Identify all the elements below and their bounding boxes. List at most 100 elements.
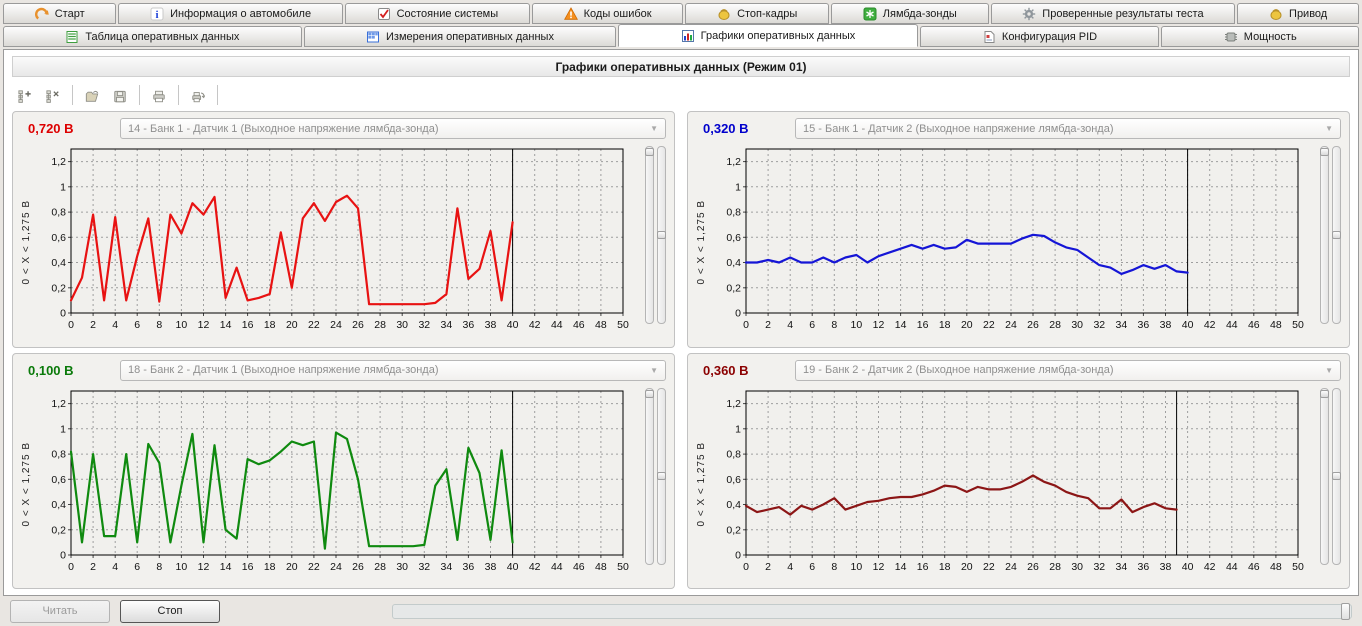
tab-freeze-frames[interactable]: Стоп-кадры bbox=[685, 3, 830, 24]
tab-system-status[interactable]: Состояние системы bbox=[344, 3, 530, 24]
svg-text:1: 1 bbox=[60, 423, 66, 435]
y-scroll-slider-thumb[interactable] bbox=[1332, 230, 1341, 239]
svg-text:0: 0 bbox=[735, 549, 741, 561]
svg-text:18: 18 bbox=[939, 561, 951, 573]
pid-selector[interactable]: 15 - Банк 1 - Датчик 2 (Выходное напряже… bbox=[795, 118, 1341, 139]
print-preview-button[interactable] bbox=[185, 83, 211, 107]
svg-text:34: 34 bbox=[1116, 561, 1128, 573]
svg-text:0,2: 0,2 bbox=[51, 282, 66, 294]
svg-text:44: 44 bbox=[1226, 561, 1238, 573]
y-scroll-slider[interactable] bbox=[1332, 387, 1341, 565]
tab-live-data-graphs[interactable]: Графики оперативных данных bbox=[618, 24, 918, 47]
svg-text:48: 48 bbox=[595, 319, 607, 331]
print-button[interactable] bbox=[146, 83, 172, 107]
svg-text:0,4: 0,4 bbox=[51, 257, 66, 269]
tab-vehicle-info[interactable]: i Информация о автомобиле bbox=[118, 3, 343, 24]
tab-pid-configuration[interactable]: Конфигурация PID bbox=[919, 26, 1160, 47]
y-zoom-slider[interactable] bbox=[1320, 387, 1329, 565]
y-zoom-slider-thumb[interactable] bbox=[645, 148, 654, 156]
stop-button[interactable]: Стоп bbox=[120, 599, 220, 623]
svg-text:22: 22 bbox=[308, 561, 320, 573]
pid-selector[interactable]: 19 - Банк 2 - Датчик 2 (Выходное напряже… bbox=[795, 359, 1341, 381]
svg-text:26: 26 bbox=[352, 319, 364, 331]
pid-selector[interactable]: 14 - Банк 1 - Датчик 1 (Выходное напряже… bbox=[120, 118, 666, 139]
y-scroll-slider[interactable] bbox=[1332, 146, 1341, 324]
measurements-icon bbox=[366, 30, 380, 44]
svg-text:34: 34 bbox=[441, 319, 453, 331]
tab-start[interactable]: Старт bbox=[3, 3, 117, 24]
tab-error-codes[interactable]: Коды ошибок bbox=[531, 3, 684, 24]
tab-power[interactable]: Мощность bbox=[1161, 26, 1360, 47]
svg-text:0,2: 0,2 bbox=[51, 524, 66, 536]
tab-live-data-measurements[interactable]: Измерения оперативных данных bbox=[303, 26, 617, 47]
remove-graph-button[interactable] bbox=[40, 83, 66, 107]
svg-text:50: 50 bbox=[1292, 561, 1304, 573]
svg-text:1: 1 bbox=[60, 181, 66, 193]
timeline-scrollbar-thumb[interactable] bbox=[1341, 602, 1350, 620]
y-scroll-slider[interactable] bbox=[657, 387, 666, 565]
tab-bar-primary: Старт i Информация о автомобиле Состояние с… bbox=[0, 0, 1362, 24]
chart-body: 0 < X < 1,275 В 0 2 4 6 8 10 12 14 16 18 20 22 24 26 28… bbox=[693, 142, 1344, 344]
tab-actuator-drive[interactable]: Привод bbox=[1237, 3, 1359, 24]
save-icon bbox=[113, 88, 127, 103]
charts-grid: 0,720 В 14 - Банк 1 - Датчик 1 (Выходное … bbox=[4, 109, 1358, 595]
vehicle-info-icon: i bbox=[150, 7, 164, 21]
svg-text:22: 22 bbox=[983, 319, 995, 331]
svg-text:1,2: 1,2 bbox=[726, 156, 741, 168]
svg-text:28: 28 bbox=[374, 561, 386, 573]
save-button[interactable] bbox=[107, 83, 133, 107]
chart-plot: 0 2 4 6 8 10 12 14 16 18 20 22 24 26 28 30 32 34 36 38 40 42 4… bbox=[726, 148, 1304, 331]
y-zoom-slider[interactable] bbox=[645, 146, 654, 324]
svg-text:28: 28 bbox=[1049, 319, 1061, 331]
y-zoom-slider-thumb[interactable] bbox=[1320, 389, 1329, 398]
tab-live-data-table[interactable]: Таблица оперативных данных bbox=[3, 26, 302, 47]
svg-text:50: 50 bbox=[617, 319, 629, 331]
y-zoom-slider[interactable] bbox=[645, 387, 654, 565]
plot-sliders bbox=[1314, 142, 1344, 344]
y-scroll-slider-thumb[interactable] bbox=[657, 230, 666, 239]
pid-selector[interactable]: 18 - Банк 2 - Датчик 1 (Выходное напряже… bbox=[120, 359, 666, 381]
y-scroll-slider[interactable] bbox=[657, 146, 666, 324]
y-scroll-slider-thumb[interactable] bbox=[657, 472, 666, 481]
tab-live-data-graphs-label: Графики оперативных данных bbox=[700, 29, 856, 42]
svg-text:22: 22 bbox=[983, 561, 995, 573]
tab-test-results[interactable]: Проверенные результаты теста bbox=[990, 3, 1236, 24]
svg-text:0,8: 0,8 bbox=[51, 207, 66, 219]
svg-text:12: 12 bbox=[873, 561, 885, 573]
open-button[interactable] bbox=[79, 83, 105, 107]
y-zoom-slider-thumb[interactable] bbox=[1320, 148, 1329, 156]
tab-error-codes-label: Коды ошибок bbox=[583, 7, 652, 20]
tab-test-results-label: Проверенные результаты теста bbox=[1042, 7, 1204, 20]
svg-text:0,8: 0,8 bbox=[51, 448, 66, 460]
svg-text:6: 6 bbox=[809, 561, 815, 573]
tab-power-label: Мощность bbox=[1243, 30, 1297, 43]
svg-text:0: 0 bbox=[735, 308, 741, 320]
read-button[interactable]: Читать bbox=[10, 599, 110, 623]
y-scroll-slider-thumb[interactable] bbox=[1332, 472, 1341, 481]
timeline-scrollbar[interactable] bbox=[392, 602, 1352, 620]
chart-panel-2: 0,320 В 15 - Банк 1 - Датчик 2 (Выходное … bbox=[687, 111, 1350, 348]
page-title: Графики оперативных данных (Режим 01) bbox=[12, 56, 1350, 77]
data-series-line bbox=[744, 473, 1178, 516]
svg-text:0,6: 0,6 bbox=[51, 473, 66, 485]
data-series-line bbox=[69, 194, 514, 306]
chart-body: 0 < X < 1,275 В 0 2 4 6 8 10 12 14 16 18 20 22 24 26 28… bbox=[18, 142, 669, 344]
svg-text:24: 24 bbox=[330, 319, 342, 331]
svg-text:2: 2 bbox=[90, 561, 96, 573]
tab-lambda-sensors[interactable]: Лямбда-зонды bbox=[831, 3, 989, 24]
pid-config-icon bbox=[982, 30, 996, 44]
svg-text:36: 36 bbox=[1138, 319, 1150, 331]
chart-panel-1: 0,720 В 14 - Банк 1 - Датчик 1 (Выходное … bbox=[12, 111, 675, 348]
add-graph-button[interactable] bbox=[12, 83, 38, 107]
chart-body: 0 < X < 1,275 В 0 2 4 6 8 10 12 14 16 18 20 22 24 26 28… bbox=[693, 384, 1344, 586]
svg-text:44: 44 bbox=[551, 319, 563, 331]
svg-text:10: 10 bbox=[176, 561, 188, 573]
svg-text:4: 4 bbox=[787, 319, 793, 331]
svg-text:4: 4 bbox=[787, 561, 793, 573]
y-zoom-slider-thumb[interactable] bbox=[645, 389, 654, 398]
y-zoom-slider[interactable] bbox=[1320, 146, 1329, 324]
chart-panel-4: 0,360 В 19 - Банк 2 - Датчик 2 (Выходное … bbox=[687, 352, 1350, 589]
data-series-line bbox=[744, 233, 1189, 275]
svg-text:18: 18 bbox=[264, 319, 276, 331]
svg-text:32: 32 bbox=[1093, 319, 1105, 331]
